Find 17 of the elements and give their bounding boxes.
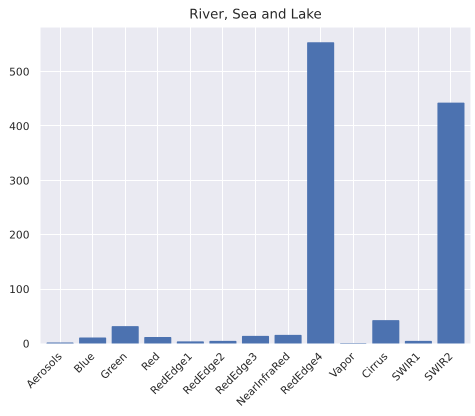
bar	[242, 336, 270, 344]
y-tick-label: 500	[9, 66, 30, 79]
bar	[437, 102, 464, 344]
y-tick-label: 100	[9, 283, 30, 296]
bar	[112, 326, 139, 344]
bar	[209, 340, 236, 344]
chart-title: River, Sea and Lake	[189, 8, 322, 22]
y-tick-label: 300	[9, 174, 30, 188]
bar	[79, 338, 106, 344]
bar	[274, 334, 302, 344]
y-tick-label: 0	[22, 338, 30, 350]
bar	[307, 42, 334, 344]
y-tick-label: 400	[9, 120, 30, 133]
bar	[404, 340, 432, 344]
bar	[144, 337, 172, 344]
y-tick-label: 200	[9, 228, 30, 242]
bar	[372, 320, 400, 344]
